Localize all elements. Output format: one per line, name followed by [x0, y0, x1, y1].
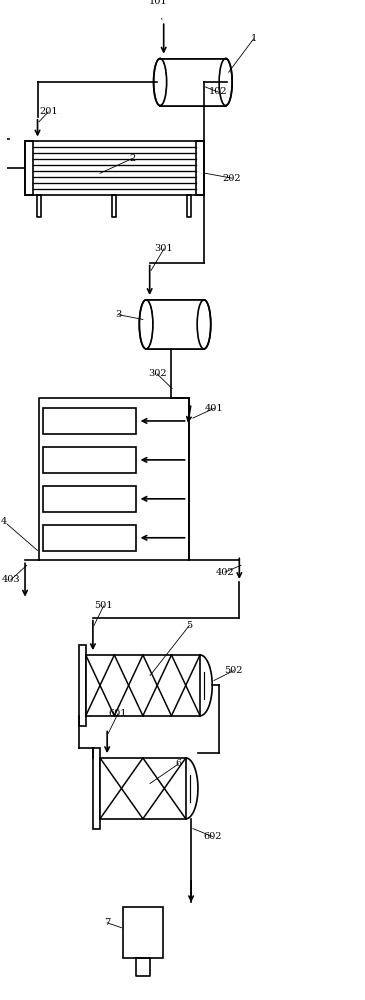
Bar [25, 141, 33, 195]
Text: 201: 201 [39, 107, 58, 116]
Bar [100, 758, 186, 819]
Text: 2: 2 [129, 154, 135, 163]
Bar [146, 300, 204, 349]
Text: 302: 302 [148, 369, 166, 378]
Text: 101: 101 [149, 0, 168, 6]
Text: 4: 4 [0, 517, 7, 526]
Text: 402: 402 [216, 568, 234, 577]
Text: 6: 6 [176, 759, 182, 768]
Text: 401: 401 [205, 404, 224, 413]
Text: 5: 5 [186, 621, 192, 630]
Bar [86, 655, 200, 716]
Bar [123, 907, 162, 958]
Text: 202: 202 [223, 174, 242, 183]
Ellipse shape [197, 300, 211, 349]
Bar [160, 59, 226, 106]
Text: 3: 3 [115, 310, 121, 319]
Bar [43, 525, 136, 551]
Text: 1: 1 [250, 34, 257, 43]
Ellipse shape [139, 300, 153, 349]
Bar [93, 748, 100, 829]
Bar [43, 447, 136, 473]
Bar [43, 408, 136, 434]
Text: 602: 602 [203, 832, 222, 841]
Bar [43, 486, 136, 512]
Text: 301: 301 [155, 244, 173, 253]
Bar [196, 141, 204, 195]
Text: 502: 502 [224, 666, 243, 675]
Bar [78, 645, 86, 726]
Ellipse shape [154, 59, 167, 106]
Text: 403: 403 [1, 575, 20, 584]
Text: 501: 501 [95, 601, 113, 610]
Text: 102: 102 [208, 87, 227, 96]
Text: 601: 601 [109, 709, 127, 718]
Ellipse shape [219, 59, 232, 106]
Text: 7: 7 [104, 918, 110, 927]
